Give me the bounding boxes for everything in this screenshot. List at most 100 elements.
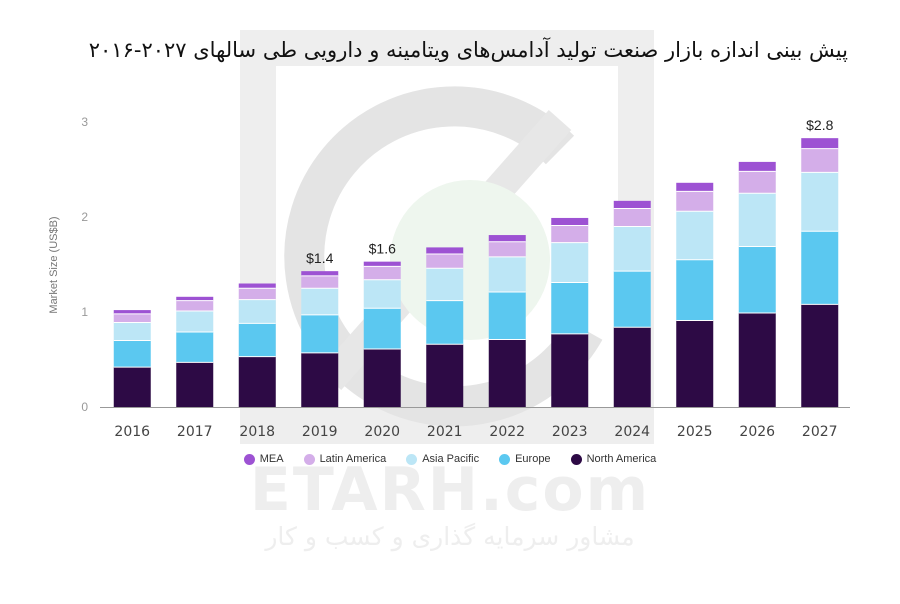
x-tick-label: 2017 [177,424,213,440]
y-tick-label: 0 [81,400,88,414]
bar-mea-2024 [613,200,651,209]
bar-latin-america-2016 [113,313,151,323]
bar-latin-america-2023 [551,225,589,243]
bar-latin-america-2025 [676,191,714,212]
bar-latin-america-2020 [363,266,401,280]
legend-item-asia-pacific: Asia Pacific [406,453,479,465]
bar-asia-pacific-2024 [613,226,651,272]
bar-mea-2020 [363,261,401,267]
bar-north-america-2016 [113,367,151,407]
bar-latin-america-2027 [801,148,839,173]
legend: MEA Latin America Asia Pacific Europe North … [0,453,900,465]
bar-asia-pacific-2023 [551,242,589,283]
legend-item-mea: MEA [243,453,284,466]
legend-label: MEA [259,453,284,466]
x-tick-label: 2021 [427,424,463,440]
bar-europe-2027 [801,231,839,305]
bar-europe-2016 [113,340,151,368]
bar-latin-america-2021 [426,254,464,269]
x-tick-label: 2024 [614,424,650,440]
bar-mea-2021 [426,247,464,255]
x-tick-label: 2026 [739,424,775,440]
data-label-2020: $1.6 [369,241,396,257]
bar-europe-2017 [176,331,214,363]
legend-swatch [243,453,255,465]
bar-mea-2027 [801,138,839,149]
legend-item-north-america: North America [570,453,657,466]
bar-north-america-2027 [801,304,839,407]
x-tick-label: 2020 [364,424,400,440]
bar-asia-pacific-2019 [301,288,339,315]
bar-north-america-2018 [238,356,276,407]
legend-label: North America [586,453,657,466]
bar-asia-pacific-2022 [488,256,526,293]
bar-asia-pacific-2025 [676,211,714,260]
bar-north-america-2022 [488,339,526,407]
bar-mea-2017 [176,296,214,301]
bar-latin-america-2026 [738,171,776,194]
legend-swatch [499,453,511,465]
legend-item-latin-america: Latin America [303,453,387,466]
legend-label: Asia Pacific [422,453,480,466]
watermark-subtitle: مشاور سرمایه گذاری و کسب و کار [265,522,635,551]
bar-mea-2022 [488,235,526,242]
bar-latin-america-2019 [301,275,339,289]
bar-latin-america-2018 [238,288,276,300]
bar-europe-2021 [426,300,464,345]
data-label-2019: $1.4 [306,250,333,266]
legend-swatch [406,453,418,465]
bar-north-america-2021 [426,344,464,407]
bar-latin-america-2017 [176,300,214,312]
x-tick-label: 2018 [239,424,275,440]
legend-item-europe: Europe [499,453,551,466]
bar-mea-2018 [238,283,276,289]
y-tick-label: 3 [81,115,88,129]
bar-europe-2022 [488,292,526,340]
bar-mea-2019 [301,271,339,276]
bar-mea-2016 [113,310,151,314]
bar-mea-2026 [738,161,776,172]
bar-asia-pacific-2027 [801,172,839,232]
bar-europe-2023 [551,282,589,334]
bar-mea-2025 [676,182,714,192]
bar-asia-pacific-2020 [363,279,401,309]
bar-asia-pacific-2018 [238,299,276,324]
bar-asia-pacific-2021 [426,268,464,301]
bar-asia-pacific-2016 [113,322,151,341]
x-tick-label: 2025 [677,424,713,440]
bar-latin-america-2022 [488,241,526,257]
bar-europe-2026 [738,246,776,313]
bar-north-america-2017 [176,362,214,407]
bar-europe-2020 [363,308,401,350]
data-label-2027: $2.8 [806,117,833,133]
y-tick-label: 2 [81,210,88,224]
chart-title: پیش بینی اندازه بازار صنعت تولید آدامس‌ه… [88,38,848,62]
x-tick-label: 2019 [302,424,338,440]
y-tick-label: 1 [81,305,88,319]
bar-north-america-2023 [551,333,589,407]
bar-latin-america-2024 [613,208,651,227]
legend-label: Europe [515,453,551,466]
legend-label: Latin America [319,453,387,466]
bar-europe-2019 [301,314,339,353]
x-tick-label: 2016 [114,424,150,440]
bar-mea-2023 [551,217,589,226]
x-tick-label: 2023 [552,424,588,440]
x-tick-label: 2027 [802,424,838,440]
y-axis-label: Market Size (US$B) [48,216,60,313]
bar-europe-2024 [613,271,651,328]
bar-europe-2025 [676,259,714,321]
bar-north-america-2024 [613,327,651,407]
bar-north-america-2019 [301,352,339,407]
bar-north-america-2026 [738,312,776,407]
bar-asia-pacific-2017 [176,311,214,332]
bar-europe-2018 [238,323,276,357]
x-tick-label: 2022 [489,424,525,440]
bar-asia-pacific-2026 [738,193,776,247]
legend-swatch [303,453,315,465]
watermark-brand: ETARH.com [249,455,651,525]
legend-swatch [570,453,582,465]
bar-north-america-2020 [363,349,401,407]
bar-north-america-2025 [676,320,714,407]
